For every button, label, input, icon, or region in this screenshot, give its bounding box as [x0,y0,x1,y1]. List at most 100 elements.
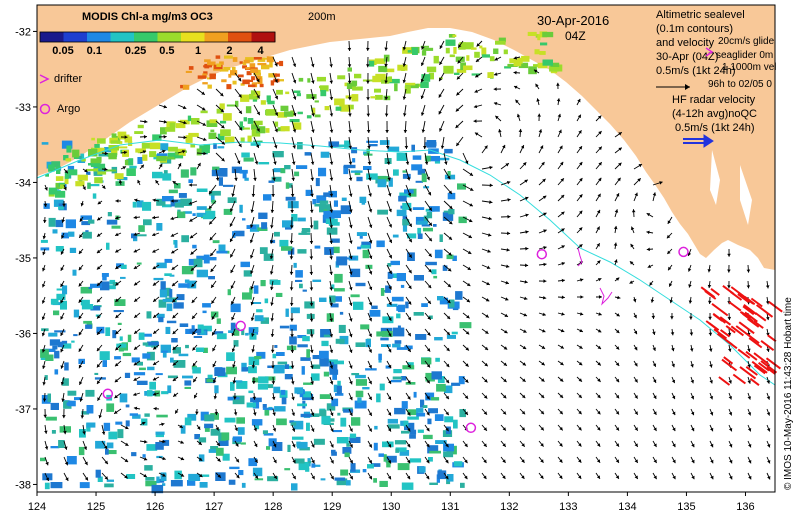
hf-radar-arrow [749,377,760,386]
chlorophyll-pixel [206,120,218,127]
hf-radar-arrow [716,332,733,346]
chlorophyll-pixel [330,303,339,308]
chlorophyll-pixel [136,361,143,366]
velocity-arrowhead [540,459,544,463]
velocity-arrowhead [133,377,137,381]
chlorophyll-pixel [139,367,146,371]
chlorophyll-pixel [61,340,68,344]
x-tick-label: 130 [382,501,400,513]
chlorophyll-pixel [239,204,243,213]
chlorophyll-pixel [97,476,103,482]
velocity-arrowhead [485,298,490,302]
velocity-arrowhead [666,234,671,239]
chlorophyll-pixel [437,296,444,301]
chlorophyll-pixel [250,68,259,73]
hf-radar-arrow [738,321,755,335]
chlorophyll-pixel [431,269,437,275]
chlorophyll-pixel [141,418,148,426]
velocity-arrowhead [172,298,176,303]
velocity-arrowhead [80,415,85,419]
velocity-arrowhead [521,475,525,479]
velocity-arrowhead [349,224,353,229]
chlorophyll-pixel [80,215,92,220]
chlorophyll-pixel [387,418,398,424]
colorbar-title: MODIS Chl-a mg/m3 OC3 [82,11,213,23]
velocity-arrowhead [502,411,507,415]
velocity-arrowhead [349,412,353,416]
chlorophyll-pixel [249,93,259,100]
chlorophyll-pixel [152,134,162,141]
chlorophyll-pixel [377,179,387,188]
chlorophyll-pixel [198,437,207,443]
chlorophyll-pixel [423,434,433,440]
hours-label: 96h to 02/05 0 [708,79,772,90]
chlorophyll-pixel [413,391,417,398]
velocity-arrowhead [670,316,674,320]
velocity-arrowhead [210,268,214,272]
chlorophyll-pixel [453,47,457,54]
velocity-arrowhead [521,443,525,447]
chlorophyll-pixel [390,260,400,266]
chlorophyll-pixel [351,373,360,376]
chlorophyll-pixel [342,447,352,454]
velocity-arrowhead [667,220,671,224]
velocity-arrowhead [212,363,216,368]
chlorophyll-pixel [239,61,243,64]
chlorophyll-pixel [207,61,216,66]
chlorophyll-pixel [312,355,321,360]
velocity-arrowhead [688,284,692,288]
velocity-arrowhead [172,377,177,381]
chlorophyll-pixel [387,263,392,267]
chlorophyll-pixel [233,327,240,336]
velocity-arrowhead [124,135,128,139]
chlorophyll-pixel [100,281,110,291]
velocity-arrowhead [114,394,118,399]
velocity-arrowhead [180,473,185,477]
chlorophyll-pixel [292,122,302,130]
chlorophyll-pixel [355,374,366,379]
velocity-arrowhead [292,459,296,464]
hf-radar-arrow [737,348,751,359]
velocity-arrowhead [188,201,193,205]
velocity-arrowhead [42,398,47,402]
chlorophyll-pixel [306,422,310,431]
velocity-arrowhead [291,381,295,385]
velocity-arrowhead [152,198,156,202]
velocity-scale-label: 0.5m/s (1kt 24h) [656,65,735,77]
chlorophyll-pixel [308,461,312,464]
chlorophyll-pixel [215,55,221,59]
chlorophyll-pixel [97,165,105,169]
chlorophyll-pixel [314,100,319,103]
velocity-arrowhead [559,443,563,447]
chlorophyll-pixel [451,331,458,335]
velocity-arrowhead [269,271,274,275]
velocity-arrowhead [708,300,712,304]
chlorophyll-pixel [357,246,362,250]
velocity-arrowhead [613,242,618,246]
velocity-arrowhead [483,411,487,415]
chlorophyll-pixel [55,219,64,228]
velocity-arrowhead [61,219,65,223]
chlorophyll-pixel [421,224,431,227]
chlorophyll-pixel [285,91,290,95]
velocity-arrowhead [420,95,425,99]
chlorophyll-pixel [217,133,225,141]
hf-radar-arrow [730,286,747,299]
chlorophyll-pixel [126,474,136,479]
chlorophyll-pixel [177,209,181,213]
velocity-arrowhead [465,379,469,383]
chlorophyll-pixel [411,144,415,152]
velocity-arrowhead [348,161,353,165]
chlorophyll-pixel [90,306,101,311]
velocity-arrowhead [125,425,129,430]
chlorophyll-pixel [54,330,66,333]
velocity-arrowhead [689,316,693,320]
velocity-arrowhead [647,264,652,268]
velocity-arrowhead [457,60,461,64]
chlorophyll-pixel [126,168,136,176]
velocity-arrowhead [543,246,547,250]
velocity-arrowhead [561,245,565,249]
chlorophyll-pixel [429,482,438,485]
velocity-arrowhead [598,146,602,151]
chlorophyll-pixel [412,47,418,55]
